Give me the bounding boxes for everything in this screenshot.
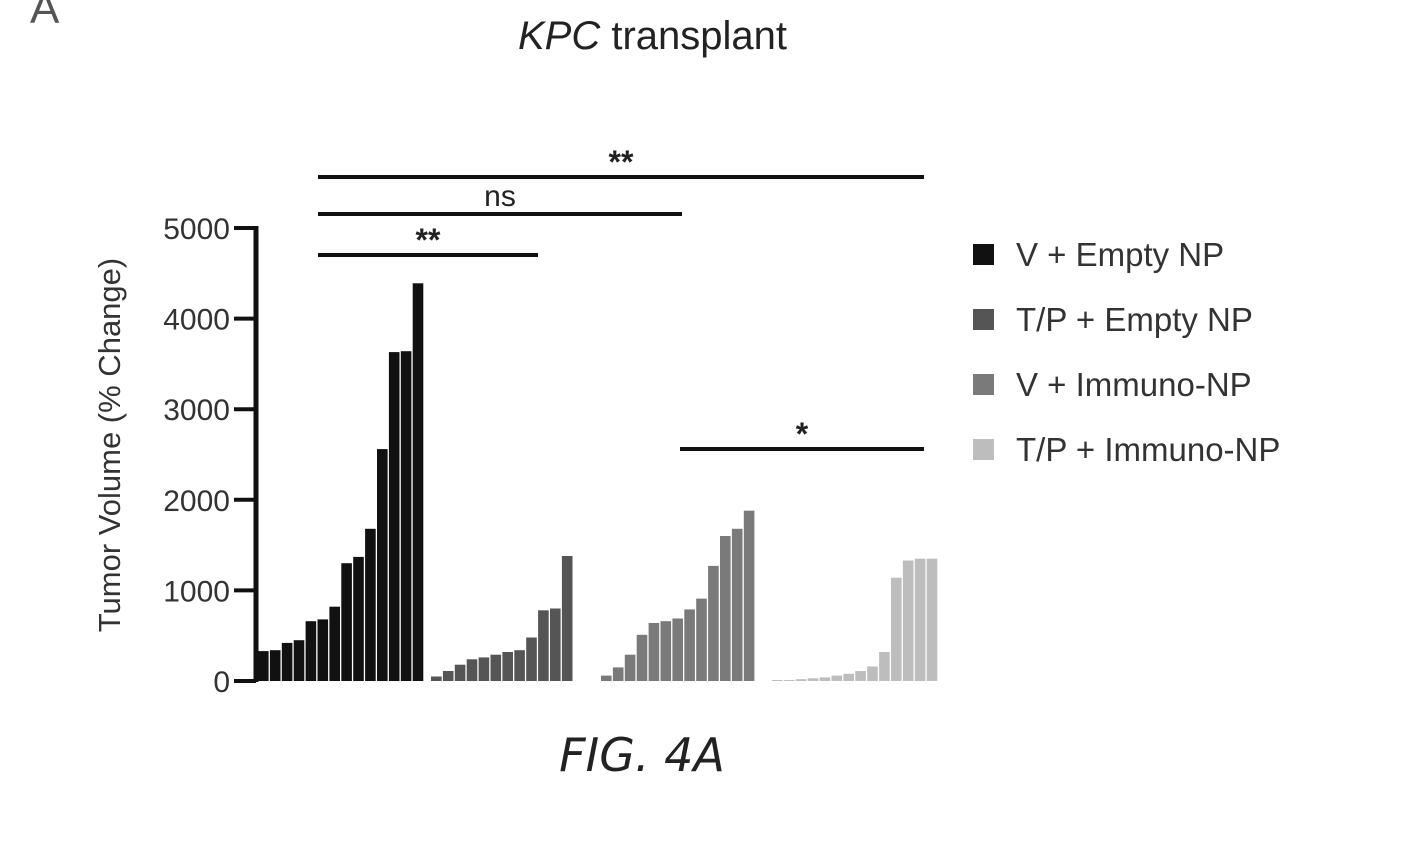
bar (466, 659, 478, 681)
bar (926, 558, 938, 681)
bar (442, 671, 454, 681)
bar (538, 610, 549, 681)
bar (550, 608, 561, 681)
bar (731, 528, 743, 681)
bar (281, 642, 293, 681)
bar (772, 680, 783, 681)
legend-label: T/P + Empty NP (1016, 300, 1253, 338)
bar (502, 652, 513, 681)
bar (353, 556, 364, 681)
bar (317, 619, 329, 681)
significance-annotations: **ns*** (318, 144, 924, 452)
significance-bracket: ** (318, 222, 538, 258)
bar (660, 621, 672, 681)
bar (293, 640, 305, 681)
legend-swatch (973, 374, 994, 395)
bar (684, 609, 695, 681)
bar (601, 675, 612, 681)
bar (305, 621, 317, 681)
legend-item-tp-immuno: T/P + Immuno-NP (973, 417, 1280, 482)
bar-group (258, 283, 424, 681)
y-axis: 0 1000 2000 3000 4000 5000 (163, 213, 259, 699)
bars-layer (258, 283, 938, 681)
bar (388, 352, 400, 681)
bar (612, 667, 624, 681)
bar-group (601, 510, 755, 681)
bar (891, 577, 902, 681)
bar (269, 650, 281, 681)
legend-swatch (973, 244, 994, 265)
bar (624, 654, 636, 681)
significance-bracket: ** (318, 144, 924, 180)
legend-swatch (973, 309, 994, 330)
bar (329, 606, 340, 681)
figure-caption: FIG. 4A (559, 728, 725, 782)
significance-label: ns (484, 180, 516, 213)
bar-group (431, 556, 573, 681)
legend-label: T/P + Immuno-NP (1016, 430, 1281, 468)
bar (831, 675, 843, 681)
bar (708, 565, 719, 681)
bar (412, 283, 424, 681)
bar (431, 676, 442, 681)
bar (526, 637, 537, 681)
legend-label: V + Empty NP (1016, 235, 1225, 273)
significance-bracket: ns (318, 180, 682, 216)
bar (400, 351, 412, 681)
chart-title: KPC transplant (0, 14, 1305, 59)
panel-letter: A (30, 0, 60, 33)
significance-label: ** (416, 222, 441, 258)
bar (902, 560, 914, 681)
bar-group (772, 558, 938, 681)
bar (365, 528, 376, 681)
y-tick-label: 0 (213, 666, 230, 699)
legend: V + Empty NP T/P + Empty NP V + Immuno-N… (973, 222, 1280, 482)
significance-bracket: * (680, 416, 924, 452)
bar (819, 677, 831, 681)
chart-title-rest: transplant (600, 14, 788, 58)
bar (377, 449, 388, 681)
significance-label: ** (609, 144, 634, 180)
bar (672, 618, 683, 681)
bar (454, 664, 466, 681)
bar (696, 598, 707, 681)
bar (879, 652, 890, 681)
y-tick-label: 5000 (163, 213, 230, 246)
bar (636, 634, 648, 681)
bar (341, 563, 352, 681)
legend-item-v-empty: V + Empty NP (973, 222, 1280, 287)
bar (867, 666, 878, 681)
chart-title-italic: KPC (517, 14, 601, 58)
y-tick-label: 4000 (163, 304, 230, 337)
bar (490, 654, 502, 681)
bar (855, 671, 866, 681)
bar (783, 680, 795, 681)
legend-label: V + Immuno-NP (1016, 365, 1252, 403)
legend-swatch (973, 439, 994, 460)
bar (258, 651, 269, 681)
bar (648, 623, 660, 681)
bar (478, 657, 490, 681)
bar (743, 510, 755, 681)
legend-item-tp-empty: T/P + Empty NP (973, 287, 1280, 352)
y-tick-label: 2000 (163, 485, 230, 518)
bar (914, 558, 926, 681)
bar (843, 673, 854, 681)
bar (561, 556, 573, 681)
legend-item-v-immuno: V + Immuno-NP (973, 352, 1280, 417)
y-tick-label: 1000 (163, 575, 230, 608)
bar (795, 679, 807, 681)
significance-label: * (796, 416, 809, 452)
bar (514, 650, 525, 681)
bar (807, 678, 819, 681)
y-tick-label: 3000 (163, 394, 230, 427)
bar (720, 536, 731, 681)
